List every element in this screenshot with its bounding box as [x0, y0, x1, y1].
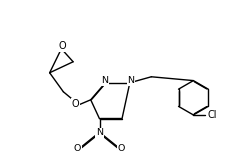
Text: N: N: [127, 76, 134, 85]
Text: N: N: [96, 128, 103, 137]
Text: O: O: [58, 41, 66, 51]
Text: O: O: [118, 144, 125, 153]
Text: O: O: [71, 99, 79, 109]
Text: Cl: Cl: [208, 110, 217, 120]
Text: O: O: [74, 144, 81, 153]
Text: N: N: [101, 76, 108, 85]
